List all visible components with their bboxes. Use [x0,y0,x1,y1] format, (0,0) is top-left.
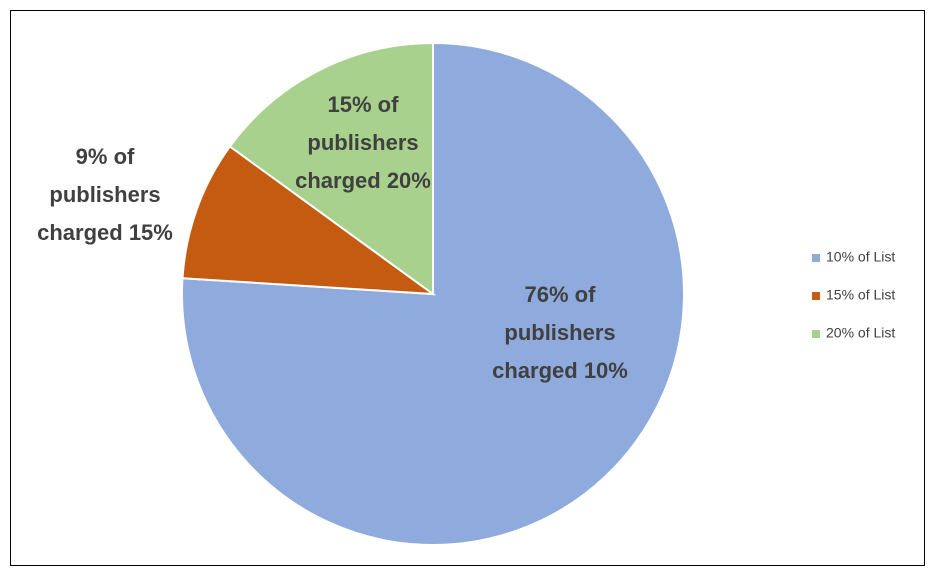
pie-slice [181,145,437,296]
legend-swatch [812,330,820,338]
legend-label: 15% of List [826,287,895,303]
pie-slice [228,41,434,296]
legend-label: 20% of List [826,325,895,341]
data-label: 9% of publishers charged 15% [37,144,173,245]
data-label: 76% of publishers charged 10% [492,282,628,383]
legend-label: 10% of List [826,249,895,265]
data-label: 15% of publishers charged 20% [295,92,431,193]
legend-swatch [812,254,820,262]
legend-swatch [812,292,820,300]
